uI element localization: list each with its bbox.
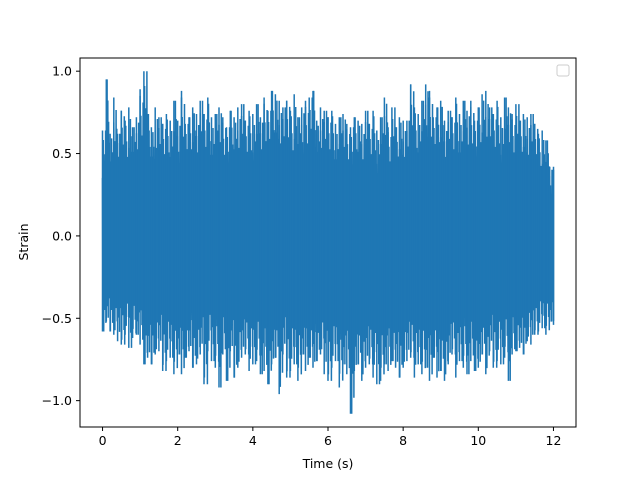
x-tick-label: 8 bbox=[399, 433, 407, 448]
x-tick-label: 4 bbox=[249, 433, 257, 448]
x-tick-label: 12 bbox=[546, 433, 562, 448]
y-axis-ticks: −1.0 −0.5 0.0 0.5 1.0 bbox=[42, 64, 80, 408]
y-tick-label: 0.0 bbox=[52, 228, 72, 243]
y-tick-label: −1.0 bbox=[42, 393, 72, 408]
series-layer bbox=[101, 71, 555, 414]
legend-box bbox=[556, 64, 570, 77]
x-axis-label: Time (s) bbox=[302, 456, 354, 471]
x-tick-label: 2 bbox=[174, 433, 182, 448]
y-tick-label: −0.5 bbox=[42, 311, 72, 326]
x-tick-label: 10 bbox=[470, 433, 486, 448]
x-axis-ticks: 0 2 4 6 8 10 12 bbox=[99, 427, 562, 448]
x-tick-label: 0 bbox=[99, 433, 107, 448]
y-tick-label: 1.0 bbox=[52, 64, 72, 79]
x-tick-label: 6 bbox=[324, 433, 332, 448]
y-axis-label: Strain bbox=[16, 223, 31, 260]
y-tick-label: 0.5 bbox=[52, 146, 72, 161]
